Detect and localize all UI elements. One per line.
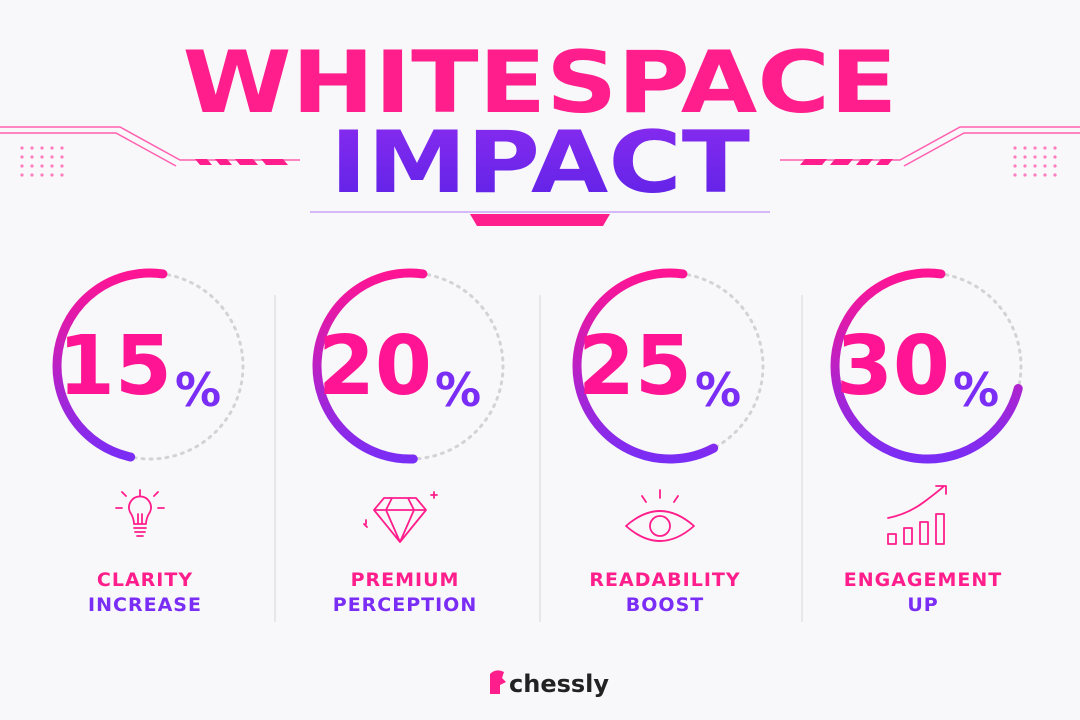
dot	[40, 173, 44, 177]
dot	[1013, 164, 1017, 168]
title-dashes	[195, 159, 893, 226]
dot	[40, 155, 44, 159]
stat-label-line-1: ENGAGEMENT	[844, 569, 1003, 591]
stat-icon	[887, 485, 947, 545]
dot	[20, 164, 24, 168]
icon-shape	[115, 489, 165, 537]
stat-value: 25	[578, 319, 692, 414]
dot	[1033, 146, 1037, 150]
dot	[30, 164, 34, 168]
stat-unit: %	[435, 363, 481, 417]
stat-unit: %	[175, 363, 221, 417]
stat-card: 20 % PREMIUM PERCEPTION	[312, 268, 505, 616]
stat-card: 15 % CLARITY INCREASE	[52, 268, 245, 616]
dot	[1013, 173, 1017, 177]
dot	[1033, 164, 1037, 168]
dot	[1023, 164, 1027, 168]
dot	[20, 155, 24, 159]
stat-label-line-2: PERCEPTION	[333, 594, 477, 616]
dot	[1013, 146, 1017, 150]
dot	[50, 155, 54, 159]
dot-grid	[20, 146, 1057, 177]
dot	[1033, 173, 1037, 177]
progress-arc	[830, 268, 1023, 464]
dot	[50, 173, 54, 177]
dot	[40, 164, 44, 168]
progress-track	[55, 271, 245, 461]
progress-arc	[572, 268, 719, 464]
stat-label-line-2: BOOST	[626, 594, 704, 616]
dot	[1033, 155, 1037, 159]
stat-label-line-2: INCREASE	[88, 594, 202, 616]
dot	[20, 146, 24, 150]
brand-logo	[490, 670, 506, 694]
dot	[20, 173, 24, 177]
dot	[1023, 173, 1027, 177]
stat-label-line-1: CLARITY	[97, 569, 193, 591]
icon-shape	[625, 489, 695, 542]
progress-arc	[312, 268, 428, 464]
dot	[40, 146, 44, 150]
dot	[1053, 146, 1057, 150]
brand: chessly	[490, 670, 609, 698]
dot	[1043, 164, 1047, 168]
stat-label-line-1: PREMIUM	[351, 569, 460, 591]
dot	[50, 164, 54, 168]
dot	[1053, 155, 1057, 159]
dot	[60, 146, 64, 150]
dot	[1043, 146, 1047, 150]
dot	[50, 146, 54, 150]
dot	[60, 173, 64, 177]
stat-value: 20	[318, 319, 432, 414]
dot	[60, 155, 64, 159]
dot	[30, 146, 34, 150]
stat-value: 15	[58, 319, 172, 414]
title-line-2: IMPACT	[330, 113, 750, 213]
stat-label-line-1: READABILITY	[589, 569, 740, 591]
icon-shape	[887, 485, 947, 545]
dot	[1053, 173, 1057, 177]
stat-unit: %	[695, 363, 741, 417]
title-line-1: WHITESPACE	[183, 33, 898, 133]
stat-icon	[363, 491, 438, 543]
dot	[30, 173, 34, 177]
icon-shape	[363, 491, 438, 543]
stat-icon	[115, 489, 165, 537]
dot	[1043, 155, 1047, 159]
column-dividers	[274, 295, 803, 622]
stat-unit: %	[953, 363, 999, 417]
stat-label-line-2: UP	[907, 594, 938, 616]
stats: 15 % CLARITY INCREASE 20 % PREMIUM PERCEPTION 25…	[52, 268, 1023, 616]
brand-name: chessly	[509, 670, 609, 698]
dot	[1013, 155, 1017, 159]
progress-arc	[52, 268, 168, 462]
stat-value: 30	[836, 319, 950, 414]
stat-icon	[625, 489, 695, 542]
dot	[30, 155, 34, 159]
dot	[1023, 146, 1027, 150]
dot	[60, 164, 64, 168]
dot	[1043, 173, 1047, 177]
stat-card: 30 % ENGAGEMENT UP	[830, 268, 1023, 616]
dot	[1023, 155, 1027, 159]
dot	[1053, 164, 1057, 168]
stat-card: 25 % READABILITY BOOST	[572, 268, 765, 616]
